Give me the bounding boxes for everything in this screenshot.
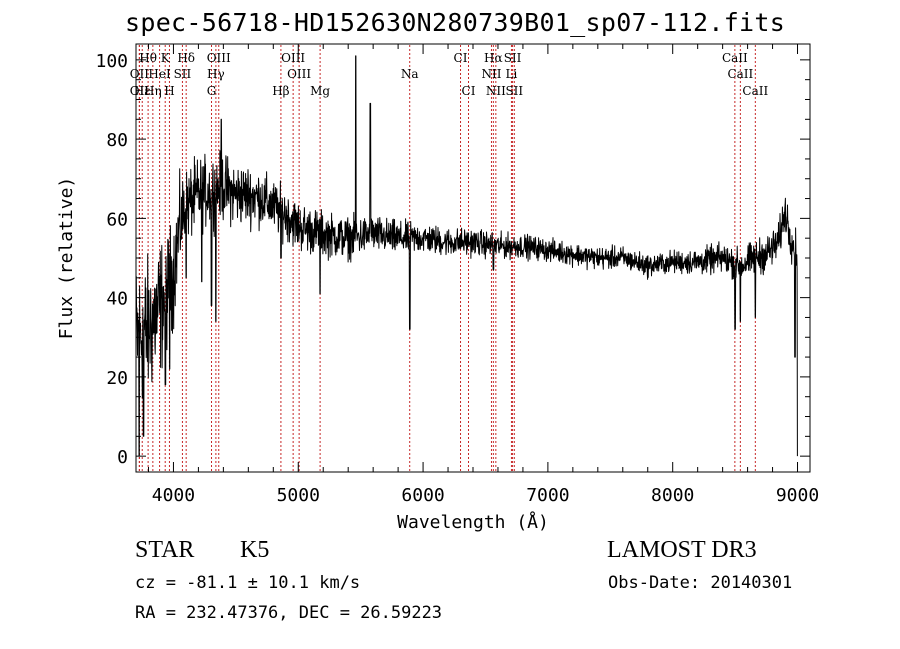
x-axis-label: Wavelength (Å): [397, 511, 549, 533]
line-marker-label: CI: [462, 84, 476, 98]
line-marker-label: Hγ: [207, 67, 225, 81]
spectrum-line: [135, 55, 798, 457]
y-tick-label: 80: [106, 130, 128, 151]
line-marker-label: SII: [504, 51, 522, 65]
line-marker-label: CaII: [727, 67, 753, 81]
x-tick-label: 6000: [401, 485, 444, 506]
line-marker-label: Li: [506, 67, 518, 81]
line-marker-label: G: [207, 84, 217, 98]
line-marker-label: Hε: [134, 84, 151, 98]
survey-name: LAMOST DR3: [607, 537, 757, 563]
y-tick-label: 60: [106, 209, 128, 230]
object-class: STAR: [135, 537, 195, 563]
line-marker-label: SII: [505, 84, 523, 98]
x-tick-label: 4000: [152, 485, 195, 506]
line-marker-label: Na: [401, 67, 419, 81]
y-axis-label: Flux (relative): [56, 177, 77, 340]
line-marker-label: HeI: [148, 67, 171, 81]
y-tick-label: 100: [95, 51, 128, 72]
line-marker-label: SII: [174, 67, 192, 81]
line-marker-label: CaII: [722, 51, 748, 65]
line-marker-label: Hα: [484, 51, 503, 65]
line-marker-label: OIII: [287, 67, 311, 81]
line-marker-label: Hβ: [272, 84, 289, 98]
line-marker-label: K: [161, 51, 171, 65]
line-marker-label: NII: [481, 67, 501, 81]
sky-coordinates: RA = 232.47376, DEC = 26.59223: [135, 603, 443, 623]
y-tick-label: 20: [106, 368, 128, 389]
y-tick-label: 40: [106, 289, 128, 310]
x-tick-label: 7000: [526, 485, 569, 506]
y-tick-label: 0: [117, 447, 128, 468]
line-marker-label: Hθ: [139, 51, 157, 65]
chart-title: spec-56718-HD152630N280739B01_sp07-112.f…: [125, 8, 786, 37]
axis-tick-labels-layer: 4000 5000 6000 7000 8000 9000 0 20 40 60 80 100: [95, 51, 819, 506]
spectral-subclass: K5: [240, 537, 270, 563]
axis-ticks-layer: [136, 44, 810, 472]
line-marker-label: Mg: [310, 84, 330, 98]
redshift-value: cz = -81.1 ± 10.1 km/s: [135, 573, 361, 593]
line-marker-label: OII: [130, 67, 150, 81]
line-marker-label: H: [164, 84, 174, 98]
line-marker-label: Hη: [144, 84, 162, 98]
line-marker-label: CaII: [742, 84, 768, 98]
line-marker-label: NII: [486, 84, 506, 98]
line-marker-label: OIII: [281, 51, 305, 65]
line-marker-label: OIII: [207, 51, 231, 65]
x-tick-label: 5000: [277, 485, 320, 506]
x-tick-label: 8000: [651, 485, 694, 506]
line-marker-label: Hδ: [177, 51, 195, 65]
line-marker-label: CI: [454, 51, 468, 65]
line-marker-label: OII: [130, 84, 150, 98]
x-tick-label: 9000: [776, 485, 819, 506]
observation-date: Obs-Date: 20140301: [608, 573, 793, 593]
